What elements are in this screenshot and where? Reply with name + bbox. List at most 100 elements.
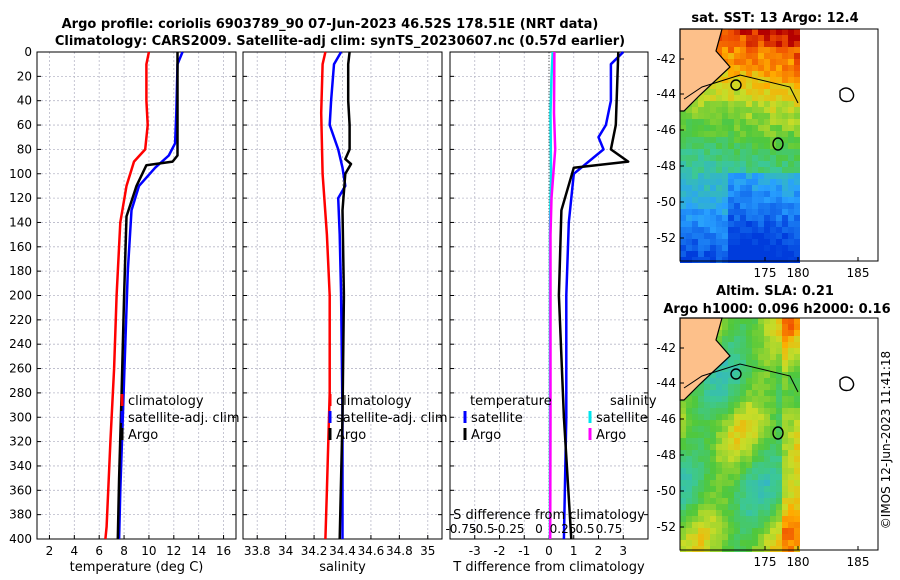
map-cell <box>734 516 740 522</box>
map-cell <box>734 83 740 89</box>
x-tick-label: 34.2 <box>301 544 328 558</box>
map-cell <box>764 438 770 444</box>
map-cell <box>794 53 800 59</box>
map-cell <box>770 516 776 522</box>
map-cell <box>794 221 800 227</box>
map-cell <box>746 107 752 113</box>
map-cell <box>740 245 746 251</box>
map-cell <box>752 173 758 179</box>
map-cell <box>740 83 746 89</box>
map-cell <box>788 233 794 239</box>
map-cell <box>716 257 722 263</box>
map-cell <box>686 492 692 498</box>
map-cell <box>752 203 758 209</box>
map-cell <box>740 221 746 227</box>
map-cell <box>680 119 686 125</box>
map-cell <box>758 438 764 444</box>
map-cell <box>746 161 752 167</box>
map-cell <box>692 438 698 444</box>
map-cell <box>728 426 734 432</box>
map-cell <box>776 342 782 348</box>
map-cell <box>710 131 716 137</box>
map-y-tick-label: -50 <box>656 484 676 498</box>
map-cell <box>752 354 758 360</box>
map-cell <box>722 450 728 456</box>
map-cell <box>698 522 704 528</box>
map-cell <box>776 456 782 462</box>
map-cell <box>770 197 776 203</box>
map-cell <box>680 167 686 173</box>
map-cell <box>734 414 740 420</box>
map-cell <box>734 185 740 191</box>
x-tick-label: 2 <box>46 544 54 558</box>
map-cell <box>782 161 788 167</box>
x-axis-label: T difference from climatology <box>452 560 645 575</box>
map-cell <box>758 29 764 35</box>
map-cell <box>788 420 794 426</box>
map-cell <box>722 378 728 384</box>
difference-panel: -3 -2 -1 0 1 2 3T difference from climatologyt… <box>445 51 657 575</box>
map-cell <box>716 456 722 462</box>
map-cell <box>752 149 758 155</box>
map-cell <box>686 113 692 119</box>
map-cell <box>710 534 716 540</box>
map-cell <box>704 492 710 498</box>
map-cell <box>716 474 722 480</box>
map-cell <box>734 360 740 366</box>
map-cell <box>710 89 716 95</box>
map-cell <box>788 522 794 528</box>
map-cell <box>758 462 764 468</box>
map-cell <box>722 161 728 167</box>
map-cell <box>710 540 716 546</box>
map-cell <box>722 408 728 414</box>
map-cell <box>758 155 764 161</box>
map-cell <box>776 324 782 330</box>
map-cell <box>680 426 686 432</box>
map-cell <box>722 468 728 474</box>
map-cell <box>770 426 776 432</box>
map-cell <box>794 378 800 384</box>
map-cell <box>776 348 782 354</box>
map-cell <box>734 125 740 131</box>
map-cell <box>728 137 734 143</box>
map-cell <box>740 444 746 450</box>
map-cell <box>698 498 704 504</box>
map-cell <box>710 245 716 251</box>
map-cell <box>710 167 716 173</box>
map-cell <box>770 372 776 378</box>
map-cell <box>788 414 794 420</box>
map-cell <box>764 137 770 143</box>
map-cell <box>728 348 734 354</box>
map-cell <box>782 540 788 546</box>
map-cell <box>782 71 788 77</box>
map-cell <box>794 474 800 480</box>
map-cell <box>704 257 710 263</box>
map-cell <box>788 348 794 354</box>
map-cell <box>788 534 794 540</box>
map-cell <box>746 131 752 137</box>
map-cell <box>734 29 740 35</box>
map-cell <box>746 516 752 522</box>
map-cell <box>782 125 788 131</box>
map-cell <box>782 366 788 372</box>
map-cell <box>794 390 800 396</box>
map-cell <box>710 450 716 456</box>
map-cell <box>722 239 728 245</box>
map-cell <box>740 161 746 167</box>
map-cell <box>728 203 734 209</box>
map-cell <box>788 342 794 348</box>
map-cell <box>752 474 758 480</box>
map-cell <box>734 336 740 342</box>
map-cell <box>722 155 728 161</box>
map-cell <box>782 378 788 384</box>
map-cell <box>734 41 740 47</box>
map-cell <box>722 414 728 420</box>
map-cell <box>710 516 716 522</box>
map-cell <box>752 119 758 125</box>
map-cell <box>746 522 752 528</box>
map-cell <box>782 143 788 149</box>
map-cell <box>704 185 710 191</box>
map-cell <box>752 89 758 95</box>
map-cell <box>704 456 710 462</box>
map-cell <box>716 245 722 251</box>
